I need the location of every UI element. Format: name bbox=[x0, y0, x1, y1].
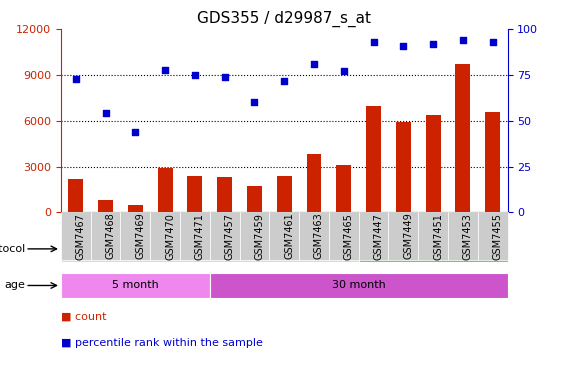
Text: GSM7457: GSM7457 bbox=[224, 213, 235, 259]
Text: GSM7465: GSM7465 bbox=[344, 213, 354, 259]
Text: control fed: control fed bbox=[180, 244, 240, 254]
Point bbox=[309, 61, 318, 67]
Text: ■ count: ■ count bbox=[61, 312, 106, 322]
Point bbox=[488, 39, 497, 45]
Text: GSM7449: GSM7449 bbox=[403, 213, 414, 259]
Text: age: age bbox=[4, 280, 25, 291]
Point bbox=[369, 39, 378, 45]
Point bbox=[250, 100, 259, 105]
Text: 5 month: 5 month bbox=[112, 280, 159, 291]
Point bbox=[190, 72, 200, 78]
Text: GSM7468: GSM7468 bbox=[106, 213, 115, 259]
Title: GDS355 / d29987_s_at: GDS355 / d29987_s_at bbox=[197, 10, 371, 27]
Bar bbox=[217, 177, 232, 212]
Bar bbox=[61, 236, 358, 262]
Point bbox=[130, 129, 140, 135]
Text: ■ percentile rank within the sample: ■ percentile rank within the sample bbox=[61, 338, 263, 348]
Text: GSM7463: GSM7463 bbox=[314, 213, 324, 259]
Bar bbox=[61, 273, 210, 298]
Bar bbox=[98, 200, 113, 212]
Point bbox=[71, 76, 81, 82]
Point bbox=[339, 68, 349, 74]
Bar bbox=[210, 273, 508, 298]
Text: GSM7471: GSM7471 bbox=[195, 213, 205, 259]
Bar bbox=[455, 64, 470, 212]
Point bbox=[398, 43, 408, 49]
Bar bbox=[247, 186, 262, 212]
Bar bbox=[277, 176, 292, 212]
Bar bbox=[68, 179, 84, 212]
Text: GSM7467: GSM7467 bbox=[76, 213, 86, 259]
Text: 30 month: 30 month bbox=[332, 280, 386, 291]
Bar bbox=[336, 165, 351, 212]
Bar bbox=[396, 122, 411, 212]
Point bbox=[429, 41, 438, 47]
Bar bbox=[128, 205, 143, 212]
Point bbox=[220, 74, 229, 80]
Bar bbox=[306, 154, 321, 212]
Text: GSM7461: GSM7461 bbox=[284, 213, 294, 259]
Point bbox=[280, 78, 289, 83]
Bar bbox=[358, 236, 508, 262]
Bar bbox=[485, 112, 500, 212]
Bar bbox=[158, 168, 173, 212]
Text: GSM7451: GSM7451 bbox=[433, 213, 443, 259]
Bar bbox=[187, 176, 202, 212]
Text: GSM7470: GSM7470 bbox=[165, 213, 175, 259]
Text: protocol: protocol bbox=[0, 244, 25, 254]
Text: GSM7453: GSM7453 bbox=[463, 213, 473, 259]
Text: GSM7469: GSM7469 bbox=[135, 213, 146, 259]
Text: GSM7455: GSM7455 bbox=[492, 213, 503, 259]
Bar bbox=[366, 105, 381, 212]
Point bbox=[161, 67, 170, 72]
Text: GSM7447: GSM7447 bbox=[374, 213, 383, 259]
Text: calorie-restricted: calorie-restricted bbox=[386, 244, 481, 254]
Text: GSM7459: GSM7459 bbox=[255, 213, 264, 259]
Point bbox=[458, 37, 467, 43]
Point bbox=[101, 111, 110, 116]
Bar bbox=[426, 115, 441, 212]
